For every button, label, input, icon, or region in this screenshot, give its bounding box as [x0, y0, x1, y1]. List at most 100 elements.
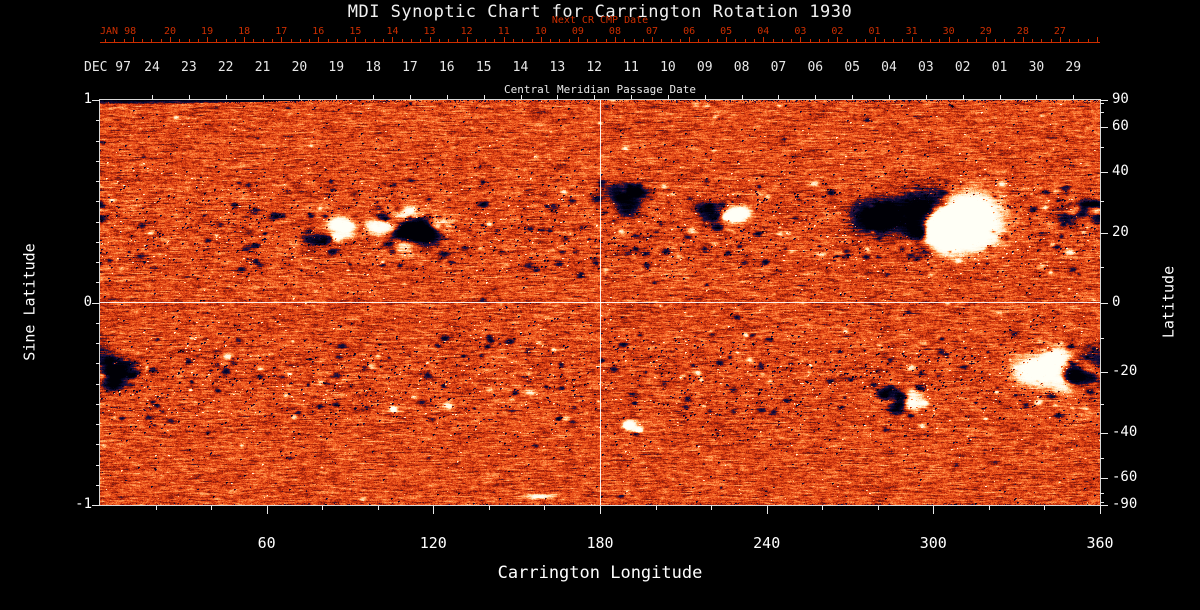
red-axis-tick	[707, 39, 709, 42]
red-axis-tick	[170, 37, 171, 42]
red-axis-line	[100, 42, 1100, 43]
red-axis-tick	[1069, 39, 1071, 42]
right-axis-tick	[1100, 505, 1108, 506]
red-axis-tick	[883, 39, 885, 42]
red-axis-tick	[262, 39, 264, 42]
bottom-tick-label: 300	[919, 534, 947, 552]
red-axis-tick	[401, 39, 403, 42]
cmp-date-tick	[667, 95, 669, 100]
left-axis-tick	[96, 484, 100, 486]
left-axis-tick	[96, 363, 100, 365]
red-axis-tick	[299, 39, 301, 42]
cmp-date-tick-label: 07	[770, 60, 787, 75]
red-axis-tick	[290, 39, 292, 42]
red-axis-tick	[744, 39, 746, 42]
right-axis-tick	[1100, 233, 1108, 235]
cmp-date-tick-label: 02	[954, 60, 971, 75]
red-axis-tick	[466, 37, 468, 42]
left-axis-tick	[96, 383, 100, 385]
bottom-tick-label: 360	[1086, 534, 1114, 552]
red-axis-tick	[318, 37, 320, 42]
right-axis-title: Latitude	[1159, 265, 1178, 339]
cmp-date-tick	[925, 95, 927, 100]
left-axis-tick	[92, 302, 100, 304]
red-axis-tick	[123, 39, 125, 42]
red-date-tick-label: 30	[942, 26, 955, 37]
left-axis-tick	[96, 343, 100, 344]
cmp-date-tick-label: 15	[475, 60, 492, 75]
red-axis-tick	[346, 39, 348, 42]
red-axis-tick	[429, 37, 431, 42]
red-axis-tick	[1013, 39, 1015, 42]
red-axis-tick	[930, 39, 932, 42]
red-axis-tick	[225, 39, 227, 42]
bottom-axis-tick	[211, 506, 213, 510]
cmp-date-tick	[741, 95, 743, 100]
right-tick-label: 90	[1112, 91, 1129, 107]
cmp-date-tick	[852, 95, 854, 100]
cmp-date-tick-label: 11	[623, 60, 639, 75]
cmp-date-tick-label: 13	[549, 60, 566, 75]
left-axis-tick	[96, 140, 100, 142]
cmp-date-tick	[409, 95, 411, 100]
red-axis-tick	[438, 39, 440, 42]
red-axis-tick	[642, 39, 644, 42]
right-axis-tick	[1100, 432, 1108, 434]
cmp-date-tick-label: 24	[144, 60, 160, 75]
left-axis-tick	[96, 464, 100, 466]
cmp-date-tick-label: 01	[991, 60, 1008, 75]
bottom-tick-label: 60	[257, 534, 276, 552]
red-date-tick-label: 29	[979, 26, 992, 37]
left-axis-tick	[96, 160, 100, 162]
left-axis-title: Sine Latitude	[20, 243, 39, 361]
cmp-date-tick	[520, 95, 522, 100]
left-axis-tick	[96, 120, 100, 122]
right-axis-tick	[1100, 112, 1104, 114]
red-axis-tick	[698, 39, 700, 42]
red-axis-tick	[957, 39, 959, 42]
red-axis-tick	[939, 39, 941, 42]
red-axis-tick	[559, 39, 561, 42]
red-axis-tick	[281, 37, 283, 42]
bottom-axis-tick	[322, 506, 324, 510]
bottom-axis-tick	[822, 506, 824, 510]
red-axis-tick	[735, 39, 737, 42]
cmp-date-tick	[225, 95, 227, 100]
red-axis-tick	[364, 39, 366, 42]
red-axis-tick	[652, 37, 654, 42]
red-axis-tick	[1078, 39, 1080, 42]
bottom-axis-tick	[488, 506, 490, 510]
left-axis-tick	[96, 322, 100, 324]
cmp-date-tick-label: 21	[254, 60, 271, 75]
red-axis-tick	[800, 37, 802, 42]
red-date-tick-label: 15	[349, 26, 362, 37]
red-date-tick-label: 31	[905, 26, 918, 37]
red-axis-tick	[679, 39, 681, 42]
right-tick-label: 20	[1112, 224, 1129, 241]
red-date-tick-label: 11	[497, 26, 510, 37]
red-axis-tick	[920, 39, 922, 42]
red-axis-tick	[911, 37, 913, 42]
red-date-tick-label: 10	[534, 26, 547, 37]
red-axis-tick	[151, 39, 153, 42]
cmp-date-tick-label: 05	[844, 60, 860, 75]
red-axis-tick	[188, 39, 190, 42]
red-axis-tick	[596, 39, 598, 42]
red-date-tick-label: 12	[460, 26, 473, 37]
right-axis-tick	[1100, 103, 1104, 105]
red-axis-tick	[327, 39, 329, 42]
bottom-tick-label: 120	[419, 534, 447, 552]
right-axis-tick	[1100, 127, 1108, 129]
bottom-tick-label: 240	[753, 534, 781, 552]
cmp-date-tick	[262, 95, 264, 100]
left-axis-tick	[96, 424, 100, 425]
red-axis-tick	[828, 39, 830, 42]
cmp-date-tick	[889, 95, 890, 100]
red-axis-tick	[985, 37, 987, 42]
red-axis-tick	[142, 39, 144, 42]
left-axis-tick	[96, 241, 100, 243]
right-axis-tick	[1100, 100, 1108, 101]
red-axis-tick	[614, 37, 616, 42]
red-axis-tick	[383, 39, 385, 42]
